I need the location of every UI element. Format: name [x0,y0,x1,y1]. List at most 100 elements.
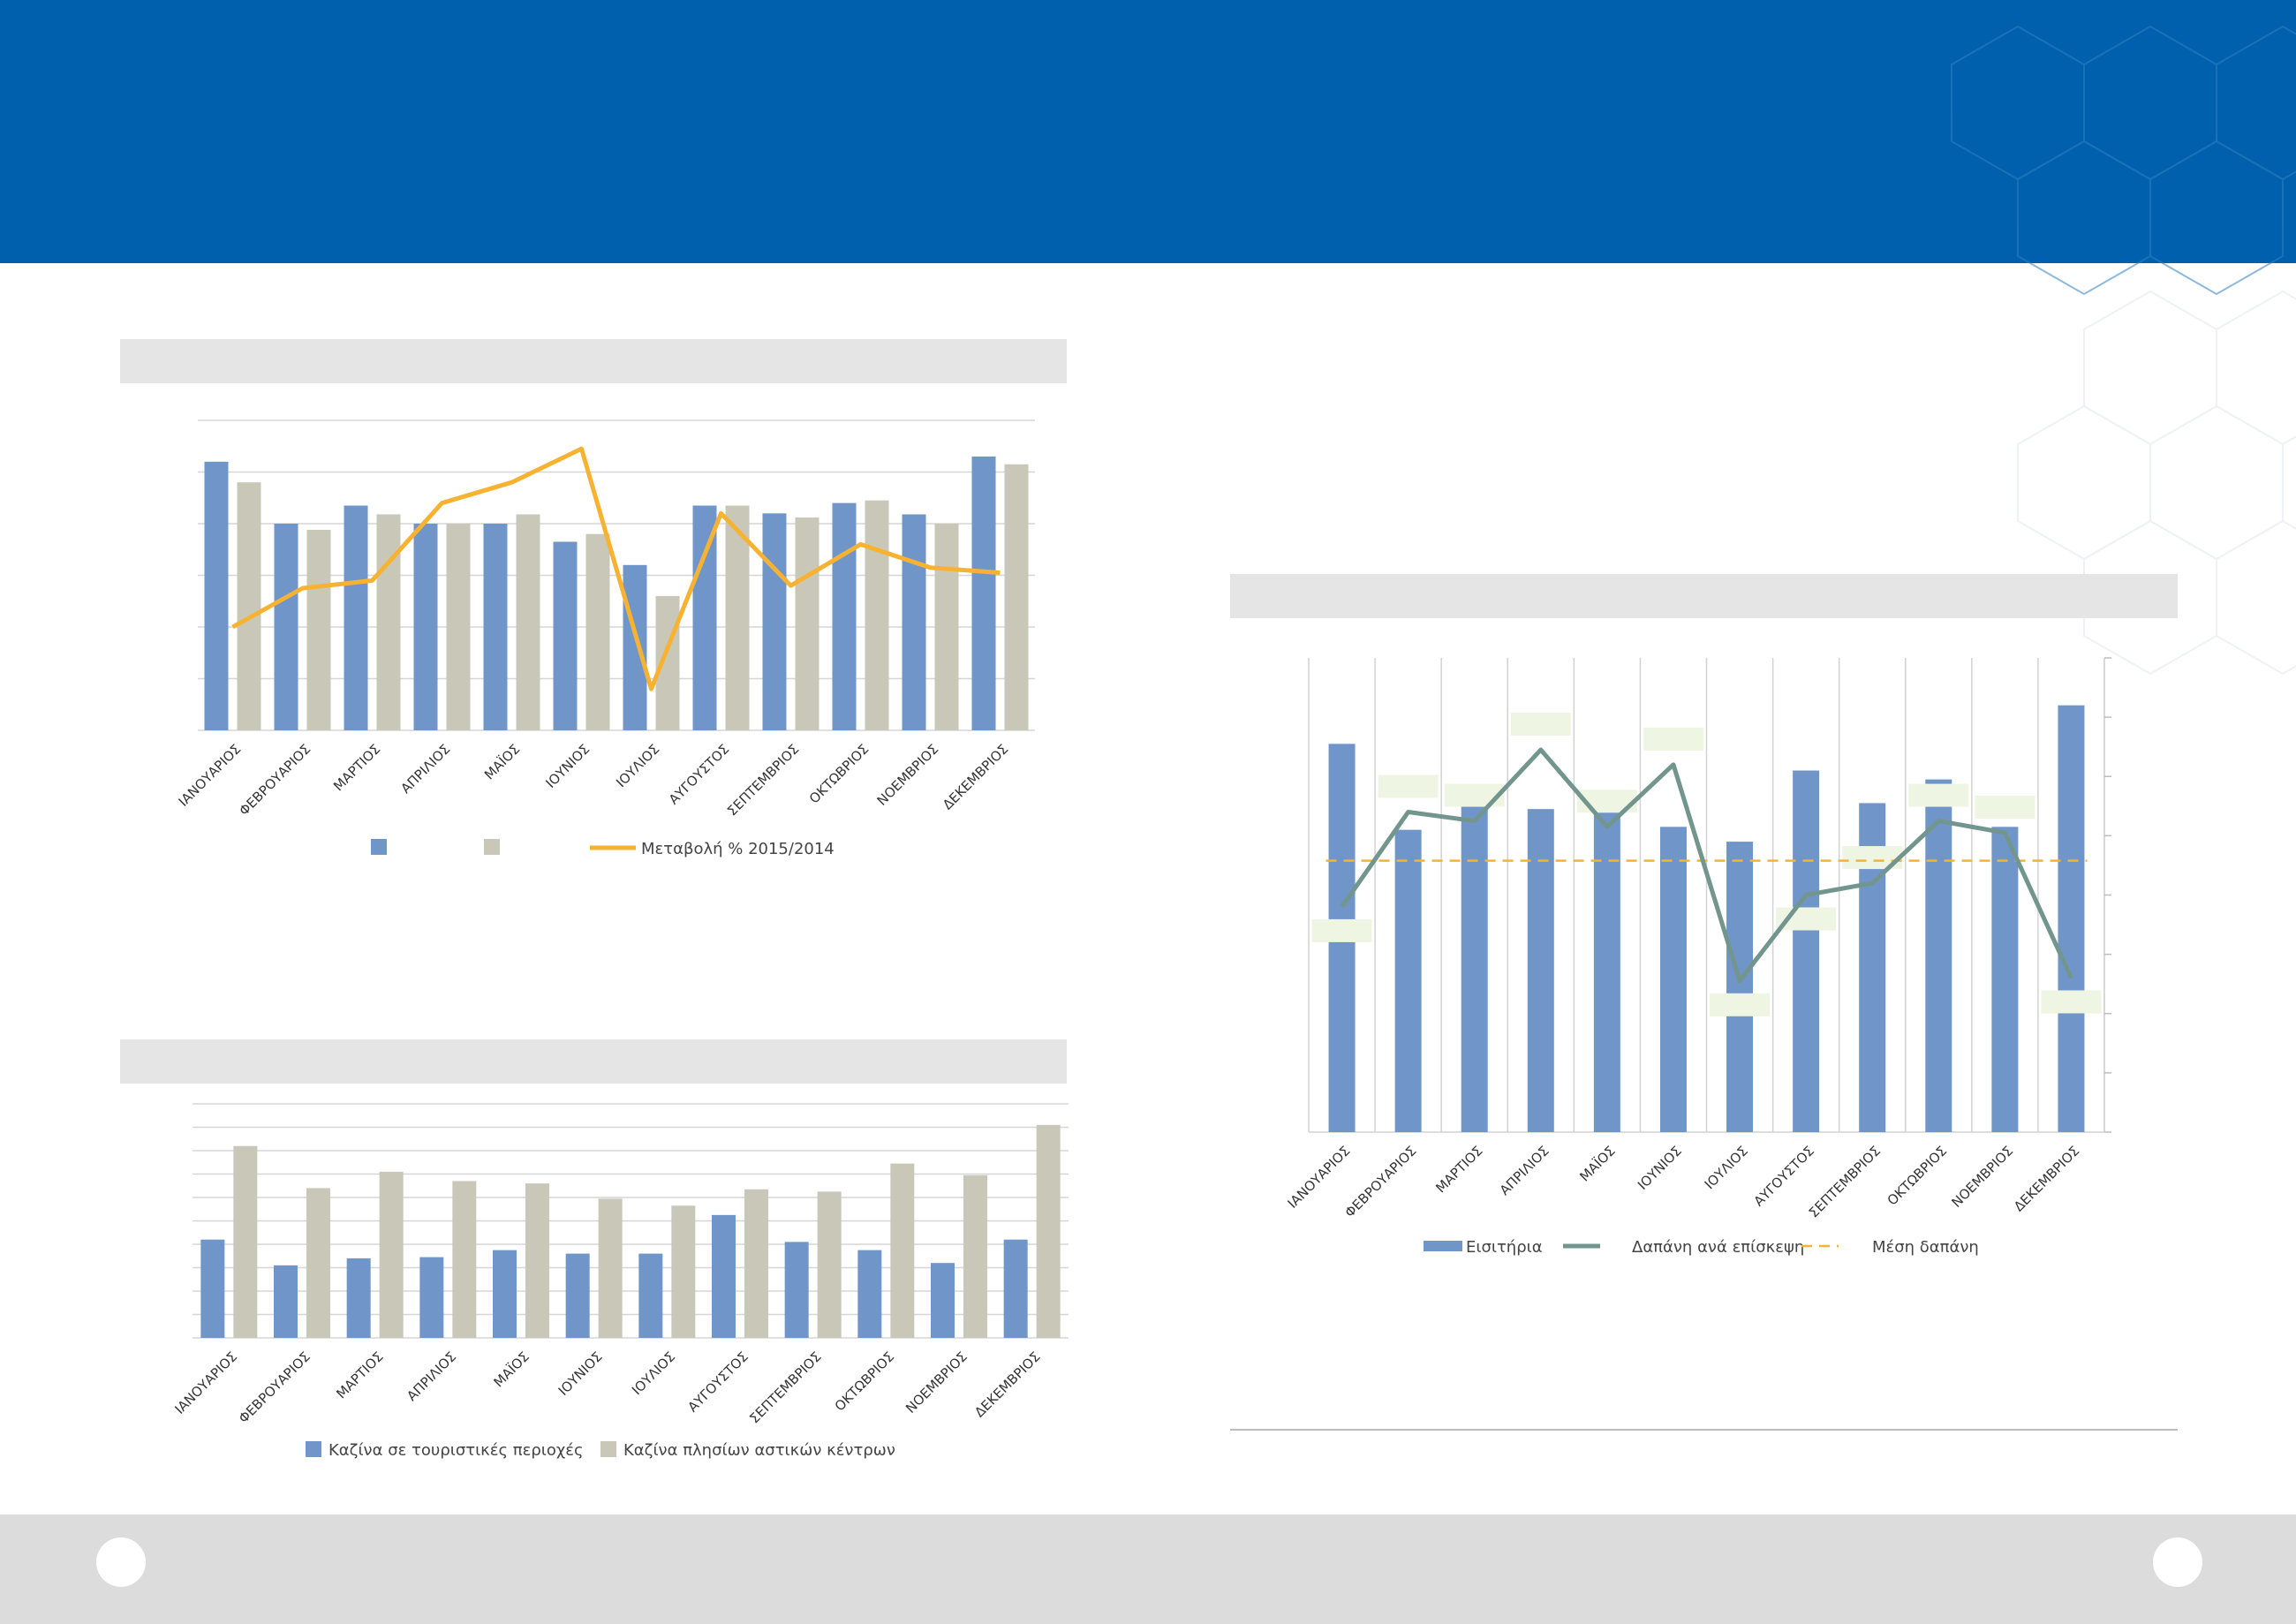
bar-tourist-areas [1003,1239,1028,1338]
bar-series-1 [344,505,368,730]
chart-3-bottom-rule [1230,1429,2178,1431]
bar-tickets [1461,797,1488,1132]
x-tick-label: ΙΟΥΛΙΟΣ [1702,1143,1751,1192]
bar-tickets [1793,770,1820,1132]
bar-series-1 [692,505,717,730]
bar-series-1 [832,502,857,730]
x-tick-label: ΟΚΤΩΒΡΙΟΣ [1884,1143,1950,1208]
bar-tourist-areas [784,1242,809,1338]
x-tick-label: ΦΕΒΡΟΥΑΡΙΟΣ [1341,1143,1419,1220]
legend-label-tourist: Καζίνα σε τουριστικές περιοχές [329,1441,584,1460]
bar-series-2 [237,482,261,730]
legend-label-tickets: Εισιτήρια [1466,1238,1543,1257]
x-tick-label: ΝΟΕΜΒΡΙΟΣ [1948,1143,2016,1211]
bar-tourist-areas [200,1239,225,1338]
bar-series-2 [725,505,750,730]
bar-urban-centers [1036,1124,1061,1338]
bar-urban-centers [598,1198,623,1338]
bar-tourist-areas [493,1250,517,1338]
bar-series-1 [553,541,578,730]
bar-series-1 [971,456,996,730]
bar-series-1 [762,513,787,730]
footer-band [0,1514,2296,1624]
line-series-change [231,446,1001,691]
bar-tourist-areas [712,1214,736,1338]
bar-series-2 [865,500,889,730]
header-band [0,0,2296,263]
page-number-dot-left [96,1537,146,1587]
bar-urban-centers [817,1191,842,1338]
data-label-box [1378,774,1439,798]
bar-tourist-areas [638,1253,663,1338]
bar-tickets [1394,829,1422,1132]
x-tick-label: ΣΕΠΤΕΜΒΡΙΟΣ [1806,1143,1884,1220]
hexagon-pattern [1951,25,2296,676]
x-tick-label: ΑΠΡΙΛΙΟΣ [1497,1143,1552,1198]
bar-series-1 [483,524,508,730]
bar-tickets [1527,809,1554,1132]
bar-tourist-areas [857,1250,882,1338]
bar-series-2 [306,530,331,730]
bar-tickets [1726,842,1754,1132]
bar-urban-centers [963,1175,987,1338]
bar-series-2 [585,533,610,730]
bar-tickets [1593,797,1620,1132]
bar-series-1 [204,461,229,730]
bar-series-1 [623,564,647,730]
bar-tourist-areas [346,1258,371,1338]
bar-urban-centers [379,1171,404,1338]
bar-tickets [1991,827,2019,1132]
bar-series-2 [934,524,959,730]
bar-series-1 [274,524,298,730]
x-tick-label: ΜΑΡΤΙΟΣ [1432,1143,1485,1196]
bar-urban-centers [890,1163,915,1338]
bar-series-1 [413,524,438,730]
data-label-box [1444,783,1505,807]
bar-series-2 [446,524,471,730]
bar-tourist-areas [565,1253,590,1338]
x-tick-label: ΙΑΝΟΥΑΡΙΟΣ [1285,1143,1354,1212]
data-label-box [1510,713,1571,736]
bar-urban-centers [744,1189,768,1338]
line-spending-per-visit [1340,747,2073,984]
chart-2-title-bar [120,1039,1067,1084]
bar-urban-centers [306,1188,330,1338]
bar-tickets [2058,705,2085,1132]
data-label-box [1643,727,1703,751]
bar-series-2 [516,514,540,730]
bar-urban-centers [452,1181,477,1338]
legend-swatch-urban [600,1441,616,1457]
chart-1-title-bar [120,339,1067,383]
legend-label-urban: Καζίνα πλησίων αστικών κέντρων [623,1441,895,1460]
x-tick-label: ΑΥΓΟΥΣΤΟΣ [1751,1143,1817,1209]
legend-label-change: Μεταβολή % 2015/2014 [641,840,835,858]
x-tick-label: ΙΟΥΝΙΟΣ [1635,1143,1685,1193]
bar-series-1 [902,514,926,730]
page-number-dot-right [2153,1537,2202,1587]
bar-urban-centers [525,1183,549,1338]
x-tick-label: ΜΑΪΟΣ [1576,1142,1619,1184]
bar-tourist-areas [931,1263,955,1338]
data-label-box [1975,796,2035,820]
legend-swatch-tickets [1424,1241,1462,1251]
legend-label-average: Μέση δαπάνη [1872,1238,1979,1257]
data-label-box [2041,990,2102,1014]
legend-swatch-series-1 [371,839,387,855]
bar-series-2 [1004,464,1029,730]
bar-tickets [1659,827,1687,1132]
bar-tickets [1925,779,1952,1132]
x-tick-label: ΔΕΚΕΜΒΡΙΟΣ [2011,1143,2082,1214]
bar-tourist-areas [274,1265,298,1338]
legend-swatch-series-2 [484,839,500,855]
chart-3-title-bar [1230,574,2178,618]
bar-urban-centers [233,1145,258,1338]
bar-series-2 [795,517,819,730]
data-label-box [1311,918,1372,942]
legend-label-spending: Δαπάνη ανά επίσκεψη [1632,1238,1804,1257]
legend-swatch-tourist [306,1441,321,1457]
bar-tourist-areas [419,1257,444,1338]
bar-urban-centers [671,1205,696,1338]
